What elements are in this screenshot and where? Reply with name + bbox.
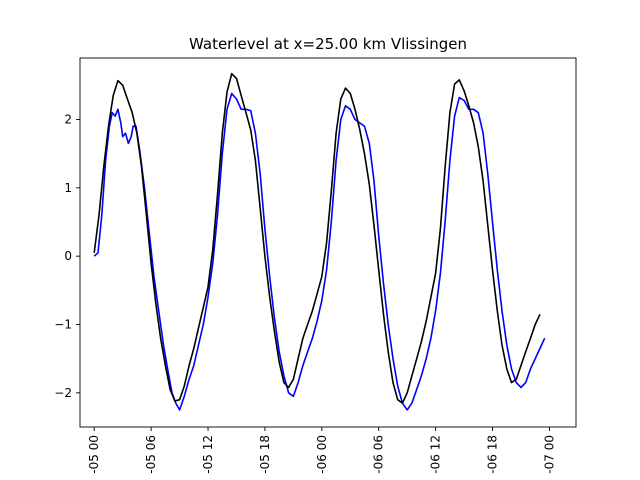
y-tick-label: 0 — [64, 249, 72, 263]
y-tick-label: 1 — [64, 181, 72, 195]
y-axis-ticks: −2 −1 0 1 2 — [54, 113, 80, 400]
x-tick-label: -05 18 — [258, 435, 272, 474]
x-tick-label: -06 00 — [315, 435, 329, 474]
x-axis-ticks: -05 00 -05 06 -05 12 -05 18 -06 00 -06 06 -06 … — [87, 427, 556, 474]
x-tick-label: -06 18 — [486, 435, 500, 474]
y-tick-label: 2 — [64, 113, 72, 127]
y-tick-label: −2 — [54, 386, 72, 400]
x-tick-label: -05 06 — [144, 435, 158, 474]
x-tick-label: -05 00 — [87, 435, 101, 474]
chart-title: Waterlevel at x=25.00 km Vlissingen — [189, 35, 467, 53]
x-tick-label: -05 12 — [201, 435, 215, 474]
x-tick-label: -06 12 — [429, 435, 443, 474]
axes-frame — [79, 57, 577, 428]
x-tick-label: -07 00 — [542, 435, 556, 474]
y-tick-label: −1 — [54, 318, 72, 332]
series-line-2 — [93, 72, 541, 404]
x-tick-label: -06 06 — [372, 435, 386, 474]
plot-area — [93, 72, 546, 411]
series-line-1 — [93, 92, 546, 411]
